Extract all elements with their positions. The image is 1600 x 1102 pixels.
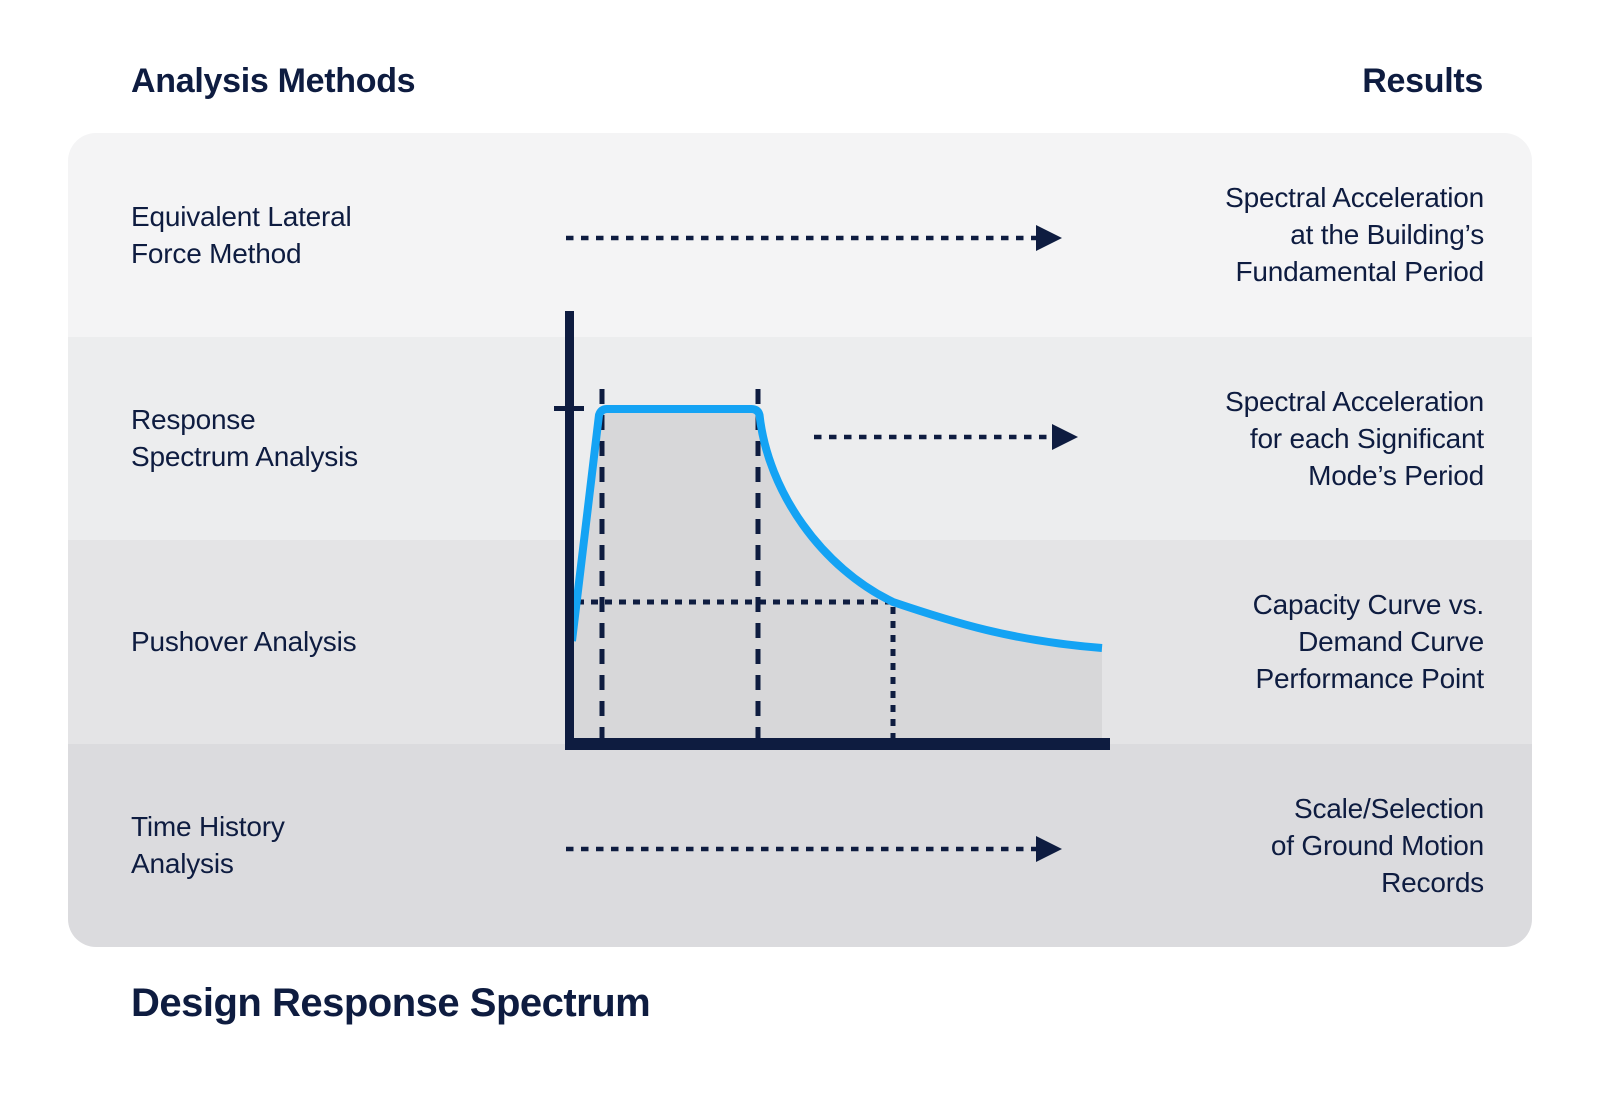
method-label: Time History Analysis — [131, 811, 285, 880]
methods-results-panel: Equivalent Lateral Force Method Spectral… — [68, 133, 1532, 947]
row-pushover-analysis: Pushover Analysis Capacity Curve vs. Dem… — [68, 540, 1532, 744]
result-label: Scale/Selection of Ground Motion Records — [1270, 792, 1484, 898]
method-label: Pushover Analysis — [131, 626, 357, 658]
method-label: Equivalent Lateral Force Method — [131, 200, 352, 269]
method-label: Response Spectrum Analysis — [131, 404, 358, 473]
row-equivalent-lateral-force: Equivalent Lateral Force Method Spectral… — [68, 133, 1532, 337]
result-label: Spectral Acceleration at the Building’s … — [1225, 182, 1484, 288]
result-label: Spectral Acceleration for each Significa… — [1225, 385, 1484, 491]
analysis-methods-header: Analysis Methods — [131, 62, 416, 100]
results-header: Results — [1362, 62, 1483, 100]
row-time-history-analysis: Time History Analysis Scale/Selection of… — [68, 743, 1532, 947]
row-response-spectrum-analysis: Response Spectrum Analysis Spectral Acce… — [68, 336, 1532, 540]
result-label: Capacity Curve vs. Demand Curve Performa… — [1252, 589, 1485, 695]
page-title: Design Response Spectrum — [131, 981, 651, 1025]
